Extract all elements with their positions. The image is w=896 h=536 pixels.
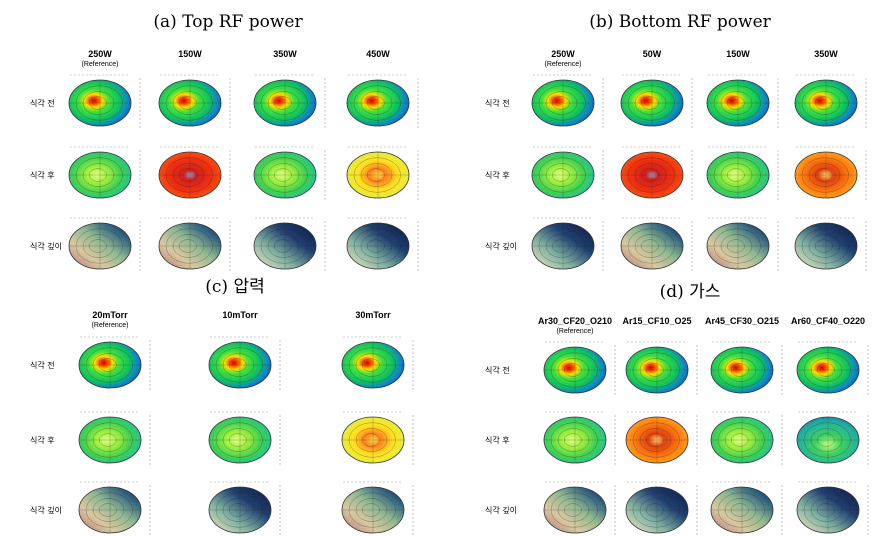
contour-map [620,146,693,200]
contour-map [620,74,693,128]
row-label: 식각 후 [30,170,55,180]
column-label: 450W [366,49,390,59]
contour-map [341,336,414,390]
contour-map [68,217,141,271]
row-label: 식각 전 [30,98,55,108]
contour-map [346,217,419,271]
contour-map [346,74,419,128]
contour-map [208,336,281,390]
contour-map [253,146,326,200]
column-label: 250W [88,49,112,59]
contour-map [794,74,867,128]
column-label: 50W [643,49,662,59]
row-label: 식각 전 [485,98,510,108]
contour-map [78,481,151,535]
contour-map [531,74,604,128]
panel-title: (b) Bottom RF power [589,12,771,32]
contour-map [208,481,281,535]
panel-title: (c) 압력 [205,277,264,297]
column-label: Ar45_CF30_O215 [705,316,779,326]
column-label: 20mTorr [92,310,128,320]
contour-map [68,146,141,200]
panel-title: (a) Top RF power [153,12,303,32]
contour-map [706,217,779,271]
reference-note: (Reference) [92,322,129,329]
column-label: Ar15_CF10_O25 [622,316,691,326]
column-label: 250W [551,49,575,59]
contour-map [794,217,867,271]
reference-note: (Reference) [545,61,582,68]
row-label: 식각 후 [485,435,510,445]
contour-map [78,336,151,390]
column-label: 30mTorr [355,310,391,320]
contour-map [710,341,783,395]
contour-map [796,411,869,465]
row-label: 식각 깊이 [30,505,62,515]
panel-title: (d) 가스 [660,282,721,302]
contour-map [625,411,698,465]
contour-map [158,217,231,271]
contour-map [796,481,869,535]
contour-map [158,146,231,200]
column-label: 150W [178,49,202,59]
contour-map [341,481,414,535]
reference-note: (Reference) [82,61,119,68]
row-label: 식각 후 [485,170,510,180]
contour-map [543,341,616,395]
contour-map [531,146,604,200]
contour-map [706,74,779,128]
contour-map [253,217,326,271]
contour-map [620,217,693,271]
contour-map [346,146,419,200]
row-label: 식각 깊이 [485,241,517,251]
contour-map [78,411,151,465]
contour-map [253,74,326,128]
contour-map [625,341,698,395]
contour-map [710,411,783,465]
contour-map [796,341,869,395]
contour-map [543,481,616,535]
column-label: Ar30_CF20_O210 [538,316,612,326]
contour-map [208,411,281,465]
contour-map [625,481,698,535]
column-label: 10mTorr [222,310,258,320]
column-label: 150W [726,49,750,59]
contour-map [543,411,616,465]
row-label: 식각 전 [485,365,510,375]
contour-map [158,74,231,128]
row-label: 식각 전 [30,360,55,370]
contour-map [710,481,783,535]
column-label: Ar60_CF40_O220 [791,316,865,326]
row-label: 식각 깊이 [485,505,517,515]
contour-map [68,74,141,128]
contour-map [794,146,867,200]
column-label: 350W [273,49,297,59]
contour-map [341,411,414,465]
row-label: 식각 깊이 [30,241,62,251]
row-label: 식각 후 [30,435,55,445]
reference-note: (Reference) [557,328,594,335]
contour-map [706,146,779,200]
contour-map [531,217,604,271]
column-label: 350W [814,49,838,59]
